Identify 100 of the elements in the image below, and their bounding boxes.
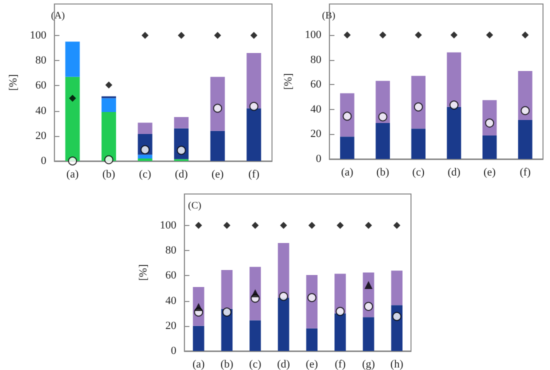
x-tick-label: (c) — [249, 358, 262, 370]
point — [414, 32, 422, 38]
point — [280, 222, 288, 229]
bar — [306, 328, 318, 351]
point — [522, 32, 529, 38]
point — [105, 82, 112, 89]
point — [252, 222, 259, 229]
bar — [138, 158, 152, 161]
annotation: (A) — [51, 10, 65, 22]
point — [307, 293, 316, 302]
x-tick-label: (f) — [520, 166, 532, 178]
y-tick-label: 0 — [316, 153, 322, 165]
y-tick-label: 100 — [304, 29, 322, 41]
x-tick-label: (f) — [248, 168, 260, 180]
point — [450, 32, 458, 38]
y-tick-label: 40 — [165, 294, 177, 307]
y-tick-label: 100 — [160, 219, 177, 232]
point — [486, 32, 494, 38]
point — [344, 32, 351, 38]
y-tick-label: 80 — [165, 244, 177, 257]
point — [308, 222, 316, 229]
x-tick-label: (d) — [277, 358, 290, 370]
y-tick-label: 20 — [35, 130, 47, 142]
bar — [362, 317, 374, 351]
point — [176, 146, 186, 155]
bar — [138, 122, 152, 134]
bar — [446, 52, 462, 107]
bar — [65, 76, 80, 161]
point — [214, 32, 222, 39]
point — [223, 222, 230, 229]
point — [69, 94, 76, 102]
bar — [376, 123, 390, 159]
x-tick-label: (e) — [306, 358, 318, 370]
bar — [340, 136, 354, 159]
bar — [278, 242, 290, 298]
y-tick-label: 0 — [40, 155, 47, 167]
bar — [102, 98, 116, 112]
y-axis-title: [%] — [138, 264, 150, 281]
bar — [246, 52, 262, 108]
y-tick-label: 20 — [165, 320, 177, 332]
y-tick-label: 0 — [170, 345, 177, 357]
point — [249, 102, 258, 111]
bar — [102, 112, 116, 161]
point — [365, 222, 372, 229]
x-tick-label: (b) — [220, 358, 234, 370]
bar — [250, 320, 261, 351]
y-tick-label: 40 — [35, 104, 47, 117]
y-tick-label: 80 — [35, 54, 47, 67]
x-tick-label: (d) — [174, 168, 188, 180]
point — [213, 104, 222, 113]
point — [378, 112, 388, 122]
bar — [246, 108, 262, 161]
annotation: (C) — [188, 200, 202, 212]
point — [195, 222, 202, 229]
point — [520, 106, 530, 116]
bar — [411, 128, 426, 159]
bar — [65, 42, 80, 77]
bar — [482, 135, 497, 159]
x-tick-label: (c) — [138, 168, 152, 180]
x-tick-label: (h) — [390, 358, 404, 370]
bar — [391, 270, 403, 306]
point — [414, 102, 423, 112]
x-tick-label: (b) — [102, 168, 116, 180]
x-tick-label: (c) — [412, 166, 425, 178]
point — [68, 156, 78, 166]
bar — [210, 76, 225, 131]
point — [222, 308, 232, 317]
bar — [138, 154, 152, 158]
point — [104, 155, 114, 164]
point — [364, 302, 374, 311]
point — [142, 32, 149, 39]
y-tick-label: 80 — [310, 54, 322, 66]
bar — [210, 130, 225, 161]
x-tick-label: (b) — [376, 166, 390, 178]
point — [336, 222, 344, 229]
bar — [334, 313, 346, 351]
x-tick-label: (a) — [192, 358, 205, 370]
x-tick-label: (g) — [362, 358, 376, 370]
bar — [174, 117, 189, 128]
bar — [518, 70, 532, 120]
y-tick-label: 60 — [165, 270, 177, 282]
y-axis-title: [%] — [8, 74, 20, 91]
bar — [518, 120, 532, 159]
point — [140, 145, 150, 154]
x-tick-label: (a) — [66, 168, 79, 180]
x-tick-label: (e) — [211, 168, 224, 180]
x-tick-label: (d) — [448, 166, 461, 178]
point — [485, 118, 494, 128]
y-tick-label: 60 — [35, 80, 47, 92]
point — [336, 306, 345, 316]
y-tick-label: 20 — [310, 128, 322, 140]
y-tick-label: 60 — [310, 78, 322, 91]
y-axis-title: [%] — [282, 73, 294, 90]
x-tick-label: (e) — [483, 166, 496, 178]
point — [379, 32, 386, 38]
point — [393, 222, 400, 229]
point — [194, 303, 203, 312]
bar — [221, 270, 233, 309]
point — [342, 112, 352, 121]
y-tick-label: 100 — [30, 29, 47, 42]
